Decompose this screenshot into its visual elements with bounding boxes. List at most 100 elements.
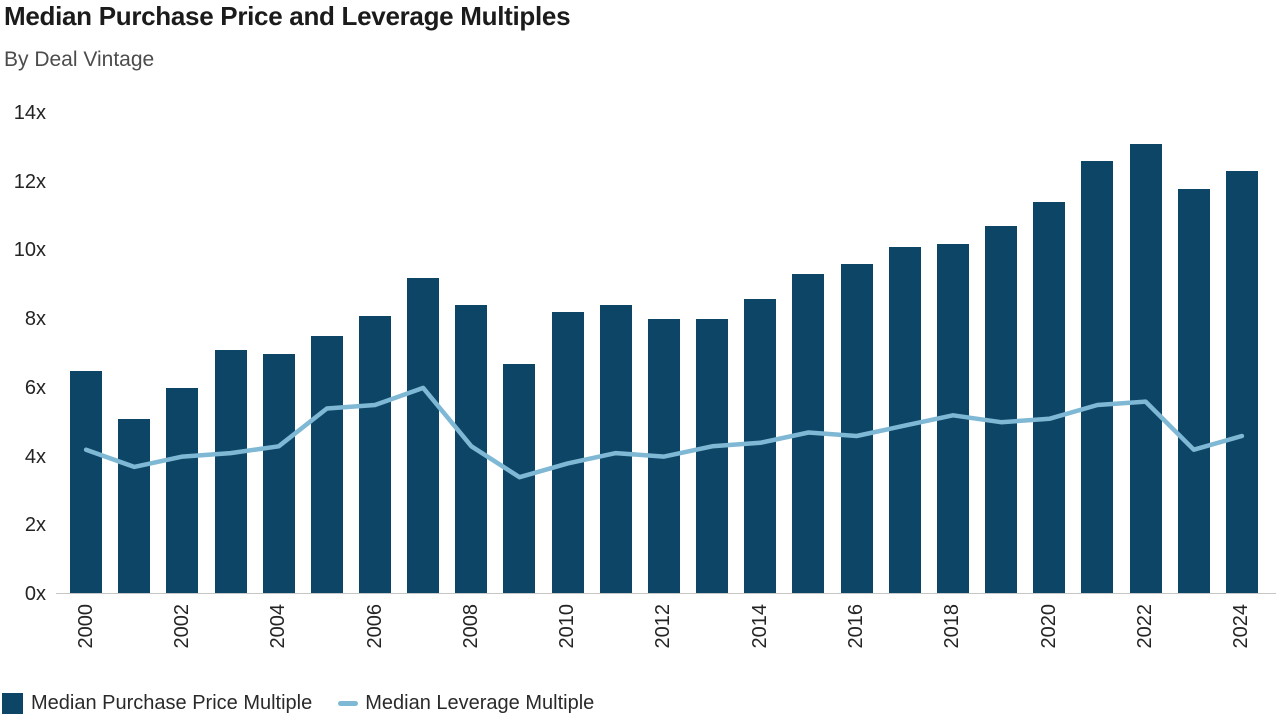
x-slot-2006: 2006 <box>351 604 399 676</box>
legend-label: Median Purchase Price Multiple <box>31 692 313 714</box>
x-tick-2024: 2024 <box>1230 604 1253 649</box>
bar-slot-2004 <box>255 113 303 594</box>
x-slot-2016: 2016 <box>833 604 881 676</box>
bar-slot-2024 <box>1218 113 1266 594</box>
bar-slot-2002 <box>158 113 206 594</box>
x-slot-2014: 2014 <box>736 604 784 676</box>
x-slot-2002: 2002 <box>158 604 206 676</box>
bar-2013 <box>696 319 729 594</box>
x-slot-2015 <box>784 604 832 676</box>
bar-2004 <box>262 353 295 594</box>
chart-subtitle: By Deal Vintage <box>4 48 155 71</box>
bar-slot-2019 <box>977 113 1025 594</box>
bar-slot-2000 <box>62 113 110 594</box>
x-tick-2004: 2004 <box>267 604 290 649</box>
bar-slot-2020 <box>1025 113 1073 594</box>
x-slot-2004: 2004 <box>255 604 303 676</box>
y-tick-12x: 12x <box>13 170 46 193</box>
legend-label: Median Leverage Multiple <box>365 692 595 714</box>
legend-item: Median Leverage Multiple <box>338 692 594 715</box>
bar-2023 <box>1177 188 1210 594</box>
bar-2021 <box>1081 161 1114 594</box>
bar-2002 <box>166 387 199 594</box>
y-tick-2x: 2x <box>24 514 46 537</box>
x-slot-2020: 2020 <box>1025 604 1073 676</box>
x-tick-2016: 2016 <box>845 604 868 649</box>
bar-slot-2007 <box>399 113 447 594</box>
y-tick-0x: 0x <box>24 583 46 605</box>
y-tick-6x: 6x <box>24 376 46 399</box>
bar-2005 <box>310 336 343 594</box>
bar-2008 <box>455 305 488 594</box>
bar-slot-2003 <box>206 113 254 594</box>
bar-slot-2021 <box>1073 113 1121 594</box>
x-slot-2010: 2010 <box>544 604 592 676</box>
x-slot-2018: 2018 <box>929 604 977 676</box>
x-slot-2007 <box>399 604 447 676</box>
bar-2007 <box>407 277 440 594</box>
x-tick-2018: 2018 <box>941 604 964 649</box>
legend-item: Median Purchase Price Multiple <box>2 692 312 715</box>
x-tick-2006: 2006 <box>363 604 386 649</box>
x-slot-2022: 2022 <box>1121 604 1169 676</box>
bar-2017 <box>888 247 921 594</box>
y-tick-4x: 4x <box>24 445 46 468</box>
bar-slot-2014 <box>736 113 784 594</box>
x-axis-baseline <box>56 593 1276 594</box>
y-tick-10x: 10x <box>13 239 46 262</box>
bar-slot-2010 <box>544 113 592 594</box>
x-slot-2000: 2000 <box>62 604 110 676</box>
x-tick-2014: 2014 <box>748 604 771 649</box>
bar-2000 <box>70 370 103 594</box>
legend-swatch-square <box>2 693 23 714</box>
x-slot-2023 <box>1170 604 1218 676</box>
bar-slot-2016 <box>833 113 881 594</box>
x-tick-2010: 2010 <box>556 604 579 649</box>
x-slot-2003 <box>206 604 254 676</box>
x-slot-2001 <box>110 604 158 676</box>
x-tick-2012: 2012 <box>652 604 675 649</box>
x-tick-2020: 2020 <box>1037 604 1060 649</box>
bar-2022 <box>1129 143 1162 594</box>
bar-slot-2011 <box>592 113 640 594</box>
bar-slot-2005 <box>303 113 351 594</box>
bar-slot-2006 <box>351 113 399 594</box>
bar-2019 <box>985 226 1018 594</box>
x-tick-2002: 2002 <box>170 604 193 649</box>
x-tick-2008: 2008 <box>459 604 482 649</box>
bar-2014 <box>744 298 777 594</box>
bar-slot-2023 <box>1170 113 1218 594</box>
bar-slot-2001 <box>110 113 158 594</box>
x-slot-2005 <box>303 604 351 676</box>
bar-2016 <box>840 264 873 594</box>
leverage-line-layer <box>83 385 1245 480</box>
x-slot-2012: 2012 <box>640 604 688 676</box>
bar-slot-2008 <box>447 113 495 594</box>
bar-series <box>62 113 1266 594</box>
x-tick-2022: 2022 <box>1134 604 1157 649</box>
x-slot-2017 <box>881 604 929 676</box>
bar-slot-2022 <box>1121 113 1169 594</box>
bar-2011 <box>599 305 632 594</box>
x-slot-2024: 2024 <box>1218 604 1266 676</box>
x-slot-2021 <box>1073 604 1121 676</box>
bar-slot-2013 <box>688 113 736 594</box>
bar-2001 <box>118 418 151 594</box>
x-slot-2013 <box>688 604 736 676</box>
x-slot-2011 <box>592 604 640 676</box>
bar-2024 <box>1225 171 1258 594</box>
legend-swatch-dash <box>338 701 359 706</box>
legend: Median Purchase Price Multiple Median Lev… <box>2 692 594 715</box>
bar-2003 <box>214 350 247 594</box>
x-slot-2019 <box>977 604 1025 676</box>
x-slot-2008: 2008 <box>447 604 495 676</box>
bar-slot-2017 <box>881 113 929 594</box>
plot-area <box>62 113 1266 594</box>
y-tick-8x: 8x <box>24 308 46 331</box>
x-tick-2000: 2000 <box>74 604 97 649</box>
bar-2010 <box>551 312 584 594</box>
bar-2006 <box>359 315 392 594</box>
leverage-line <box>83 385 1245 480</box>
bar-2020 <box>1033 202 1066 594</box>
